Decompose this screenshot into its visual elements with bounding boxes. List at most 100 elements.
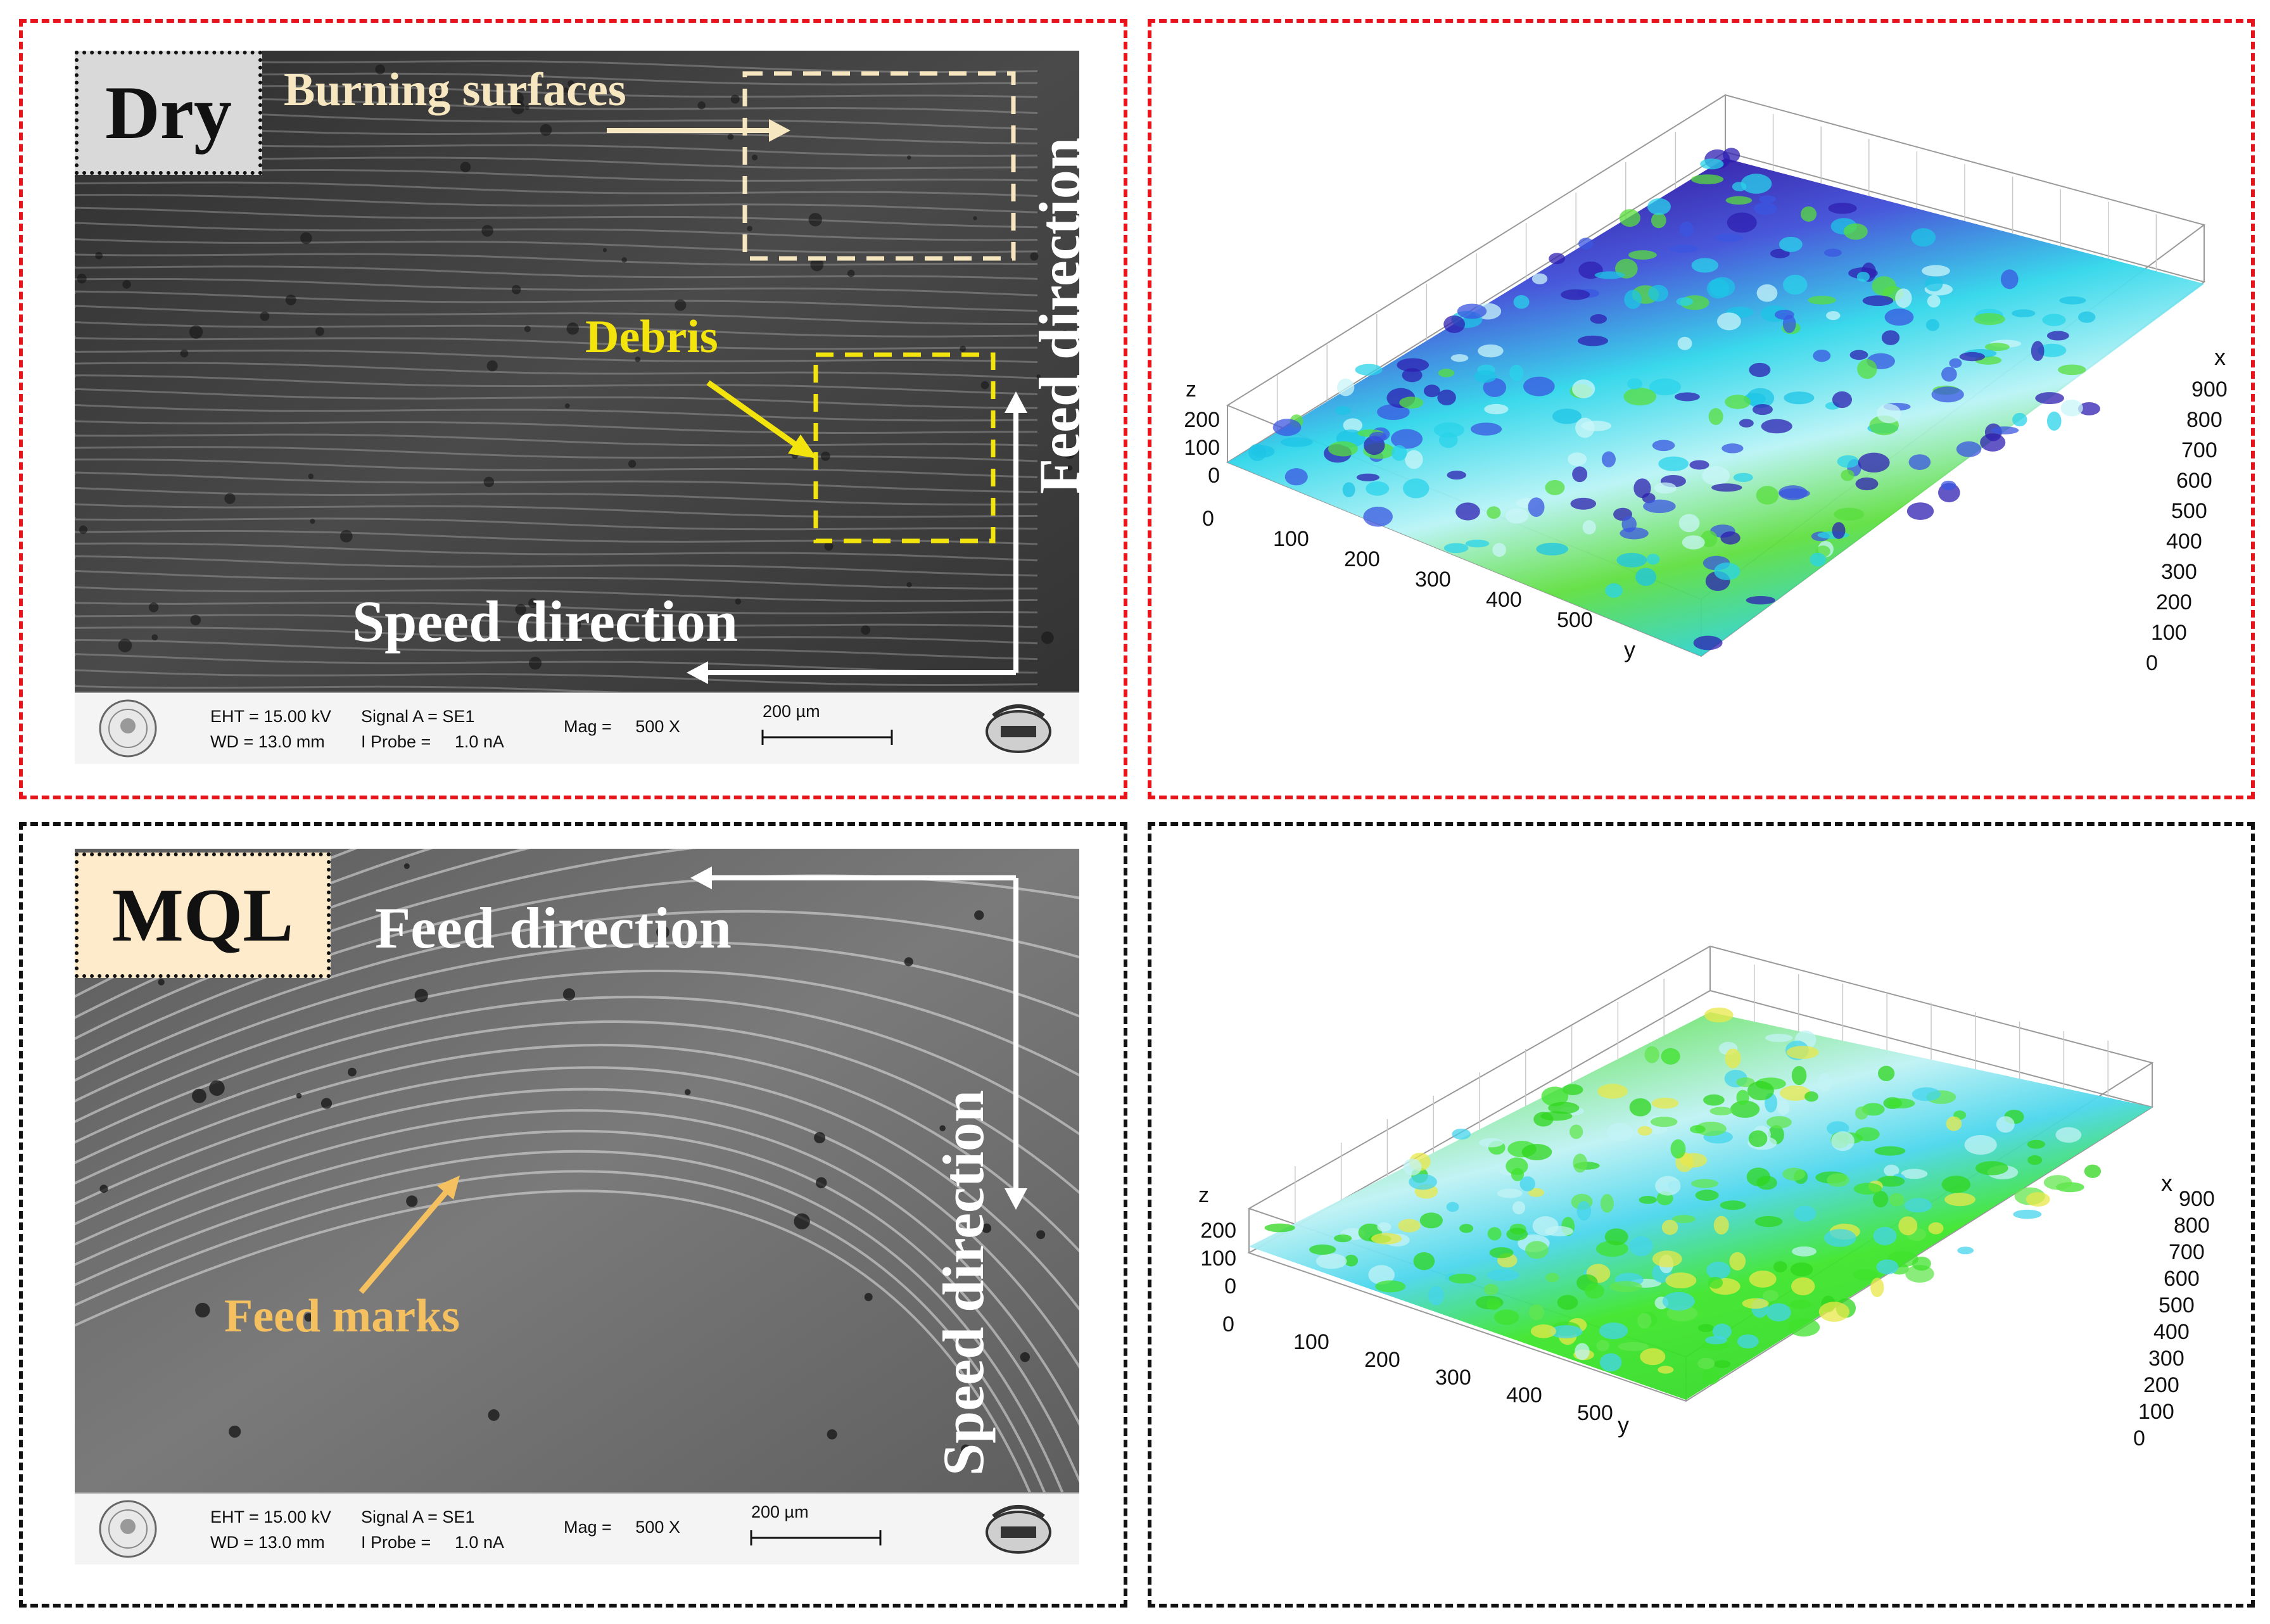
surface-peak [1944, 1193, 1975, 1207]
surface-peak [1584, 1283, 1604, 1299]
debris-spot [727, 134, 734, 140]
groove-line [75, 446, 1038, 462]
groove-line [75, 277, 1038, 296]
feed-mark-line [75, 1150, 1065, 1494]
surface-peak [1549, 1325, 1583, 1338]
surface-peak [2042, 314, 2066, 326]
surface-peak [1484, 403, 1509, 415]
surface-peak [1689, 1125, 1706, 1134]
y-tick-label: 100 [1293, 1330, 1329, 1354]
surface-peak [1487, 1298, 1501, 1310]
surface-peak [1679, 221, 1694, 238]
surface-peak [1729, 1252, 1746, 1271]
debris-spot [1030, 252, 1039, 261]
pit-spot [794, 1213, 810, 1229]
dry-condition-label: Dry [75, 51, 262, 175]
surface-peak [1984, 343, 2010, 352]
debris-spot [628, 460, 637, 468]
surface-peak [1752, 403, 1773, 416]
surface-peak [1708, 408, 1723, 425]
surface-peak [1706, 1261, 1731, 1279]
debris-spot [300, 232, 312, 244]
surface-peak [1911, 228, 1936, 247]
surface-peak [2027, 1139, 2046, 1149]
surface-peak [1925, 276, 1943, 292]
surface-peak [1898, 1216, 1918, 1236]
surface-peak [1749, 1271, 1777, 1288]
eht-text: EHT = 15.00 kV [210, 707, 331, 726]
surface-peak [1649, 378, 1681, 396]
surface-peak [1375, 1280, 1406, 1293]
surface-peak [1552, 409, 1582, 424]
surface-peak [1996, 1116, 2015, 1133]
surface-peak [2055, 1127, 2082, 1143]
debris-spot [570, 619, 581, 630]
surface-peak [2084, 1164, 2102, 1178]
probe-text: I Probe = 1.0 nA [361, 732, 504, 751]
groove-line [75, 458, 1038, 479]
probe-text: I Probe = 1.0 nA [361, 1533, 504, 1552]
groove-line [75, 486, 1038, 506]
debris-spot [511, 284, 521, 295]
surface-peak [1447, 471, 1467, 480]
surface-peak [1941, 367, 1957, 382]
surface-peak [1651, 212, 1666, 229]
surface-peak [1964, 1134, 1997, 1155]
surface-peak [1800, 206, 1817, 222]
surface-peak [1756, 486, 1779, 505]
debris-spot [524, 326, 531, 333]
lab-logo-icon [986, 1505, 1051, 1554]
debris-spot [79, 525, 88, 534]
surface-peak [1652, 440, 1675, 452]
surface-peak [1623, 388, 1657, 406]
surface-peak [1433, 422, 1464, 438]
surface-peak [1465, 540, 1490, 548]
mag-text: Mag = 500 X [564, 1518, 680, 1537]
surface-peak [1828, 203, 1857, 214]
feed-mark-line [75, 1044, 1079, 1253]
debris-spot [540, 124, 552, 136]
surface-peak [1661, 1048, 1680, 1065]
surface-peak [1402, 478, 1430, 498]
surface-peak [1643, 499, 1676, 514]
surface-peak [1739, 419, 1754, 428]
surface-peak [1991, 426, 2019, 435]
x-tick-label: 0 [2146, 651, 2158, 675]
surface-peak [1733, 473, 1753, 483]
mql-feed-direction-label: Feed direction [375, 896, 732, 960]
surface-peak [1779, 488, 1810, 498]
surface-peak [1782, 1167, 1806, 1181]
surface-peak [1941, 480, 1956, 491]
groove-line [75, 517, 1038, 531]
surface-peak [1536, 542, 1568, 555]
surface-peak [1877, 1176, 1905, 1187]
surface-peak [1697, 1357, 1715, 1369]
surface-peak [1342, 482, 1355, 498]
surface-peak [1521, 1143, 1552, 1160]
surface-peak [1652, 1250, 1682, 1267]
surface-peak [1474, 370, 1497, 383]
surface-peak [1756, 284, 1778, 302]
debris-spot [510, 91, 524, 106]
surface-peak [1853, 1183, 1882, 1195]
dry-label-text: Dry [105, 70, 232, 155]
z-tick-label: 0 [1208, 464, 1220, 488]
burning-surfaces-label: Burning surfaces [284, 64, 626, 116]
surface-peak [1674, 392, 1700, 402]
pit-spot [939, 1125, 946, 1132]
surface-peak [1478, 344, 1504, 358]
groove-line [75, 471, 1038, 493]
surface-peak [1889, 1193, 1905, 1207]
surface-peak [1709, 1107, 1733, 1115]
surface-peak [1872, 276, 1896, 296]
debris-spot [973, 216, 977, 220]
x-tick-label: 800 [2174, 1214, 2210, 1238]
debris-spot [820, 451, 830, 461]
debris-spot [310, 518, 315, 524]
surface-peak [1834, 507, 1865, 521]
debris-box [813, 352, 996, 543]
surface-peak [1941, 1176, 1971, 1193]
surface-peak [1633, 478, 1651, 498]
surface-peak [1646, 554, 1660, 565]
debris-spot [224, 493, 236, 504]
